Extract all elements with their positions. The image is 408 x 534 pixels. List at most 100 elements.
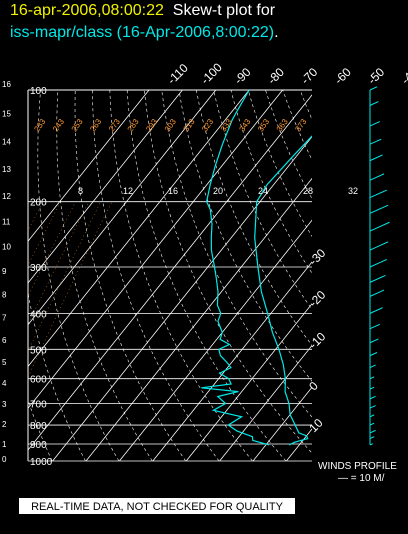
km-label: 5 (2, 358, 7, 367)
pressure-label: 100 (30, 86, 47, 97)
title-station: iss-mapr/class (16-Apr-2006,8:00:22) (10, 24, 275, 41)
dry-adiabat-line (352, 90, 408, 461)
isotherm-line (185, 303, 312, 461)
dry-adiabat-line (213, 90, 312, 310)
top-temperature-label: -80 (265, 65, 287, 87)
wind-barb (369, 189, 388, 199)
pressure-label: 200 (30, 198, 47, 209)
winds-profile-title: WINDS PROFILE (318, 461, 397, 472)
dry-adiabat-line (335, 90, 408, 461)
dry-adiabat-line (265, 90, 312, 200)
dry-adiabat-line (144, 90, 312, 454)
km-label: 4 (2, 379, 7, 388)
mixing-ratio-label: 28 (303, 186, 313, 196)
isotherm-line (28, 90, 217, 326)
isotherm-line (119, 219, 312, 461)
dry-adiabat-line (92, 90, 220, 461)
isotherm-line (28, 94, 312, 451)
km-label: 9 (2, 267, 7, 276)
dry-adiabat-line (230, 90, 312, 274)
dry-adiabat-line (74, 90, 186, 461)
km-label: 2 (2, 420, 7, 429)
top-temperature-label: -50 (365, 65, 387, 87)
mixing-ratio-label: 20 (213, 186, 223, 196)
pressure-label: 700 (30, 400, 47, 411)
pressure-label: 1000 (30, 457, 53, 468)
wind-barb (369, 221, 390, 232)
isotherm-line (85, 177, 312, 461)
km-label: 13 (2, 165, 11, 174)
km-label: 6 (2, 336, 7, 345)
title-station-end: . (274, 24, 279, 41)
dry-adiabat-line (299, 90, 312, 121)
pressure-label: 900 (30, 440, 47, 451)
km-label: 10 (2, 243, 11, 252)
top-temperature-label: -40 (398, 65, 408, 87)
isotherm-line (28, 90, 283, 409)
wind-barb (369, 307, 383, 314)
mixing-ratio-label: 16 (168, 186, 178, 196)
wind-barb (369, 422, 375, 426)
wind-barb (369, 443, 374, 446)
km-label: 0 (2, 455, 7, 464)
wind-barb (369, 436, 375, 440)
dry-adiabat-line (317, 90, 408, 461)
isotherm-line (219, 344, 312, 461)
dry-adiabat-line (37, 90, 120, 461)
km-label: 1 (2, 440, 7, 449)
dry-adiabat-label: 233 (32, 117, 47, 134)
pressure-label: 500 (30, 345, 47, 356)
mixing-ratio-label: 32 (348, 186, 358, 196)
wind-barb (369, 395, 376, 400)
wind-barb (369, 376, 375, 380)
top-temperature-label: -60 (332, 65, 354, 87)
top-temperature-label: -100 (198, 60, 225, 87)
dry-adiabat-label: 373 (293, 117, 308, 134)
isotherm-line (252, 386, 312, 461)
km-label: 12 (2, 192, 11, 201)
quality-notice: REAL-TIME DATA, NOT CHECKED FOR QUALITY (18, 497, 296, 515)
dry-adiabat-label: 253 (70, 117, 85, 134)
dry-adiabat-line (178, 90, 312, 382)
wind-barb (369, 414, 375, 418)
km-label: 11 (2, 218, 11, 227)
wind-barb (369, 405, 376, 409)
pressure-label: 600 (30, 375, 47, 386)
title-plot: Skew-t plot for (172, 2, 276, 19)
wind-barb (369, 429, 376, 434)
dry-adiabat-label: 293 (144, 117, 159, 134)
isotherm-line (28, 90, 183, 284)
wind-barb (369, 352, 378, 357)
km-label: 16 (2, 80, 11, 89)
dry-adiabat-label: 343 (237, 117, 252, 134)
km-label: 14 (2, 138, 11, 147)
wind-barb (369, 338, 379, 344)
wind-barb (369, 241, 389, 251)
wind-barb (369, 386, 375, 390)
isotherm-line (320, 90, 408, 461)
dry-adiabat-label: 353 (256, 117, 271, 134)
pressure-label: 800 (30, 421, 47, 432)
mixing-ratio-label: 12 (123, 186, 133, 196)
wind-barb (369, 154, 383, 162)
wind-barb (369, 101, 379, 106)
wind-barb (369, 121, 381, 127)
dry-adiabat-label: 243 (51, 117, 66, 134)
km-label: 15 (2, 109, 11, 118)
mixing-ratio-line (28, 201, 76, 297)
dry-adiabat-line (56, 90, 153, 461)
wind-barb (369, 274, 386, 283)
dry-adiabat-label: 273 (107, 117, 122, 134)
top-temperature-label: -90 (231, 65, 253, 87)
isotherm-line (353, 90, 408, 461)
title-date: 16-apr-2006,08:00:22 (10, 2, 164, 19)
pressure-label: 400 (30, 309, 47, 320)
dry-adiabat-label: 283 (126, 117, 141, 134)
dry-adiabat-label: 313 (182, 117, 197, 134)
wind-barb (369, 204, 389, 214)
wind-barb (369, 364, 376, 369)
dry-adiabat-label: 263 (88, 117, 103, 134)
temperature-line (254, 135, 312, 446)
km-label: 3 (2, 400, 7, 409)
wind-barb (369, 258, 388, 268)
